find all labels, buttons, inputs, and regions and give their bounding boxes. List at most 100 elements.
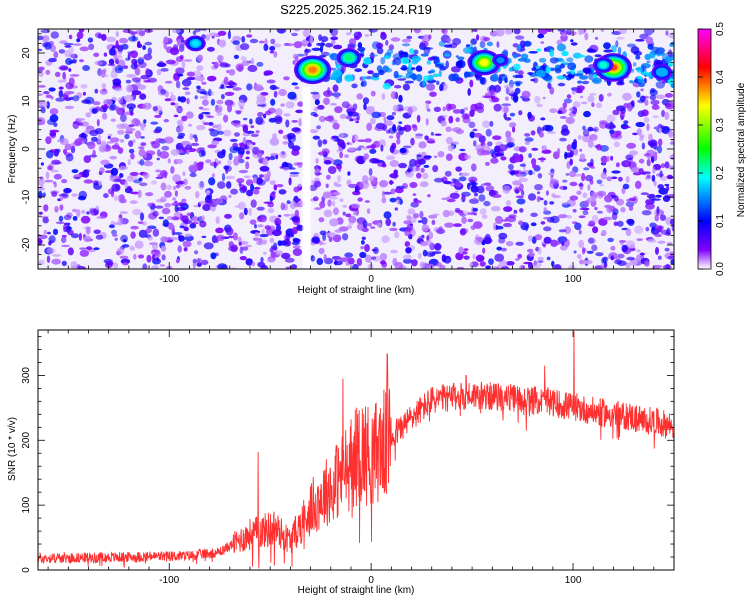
heatmap-cell <box>414 135 423 139</box>
heatmap-cell <box>38 35 44 41</box>
heatmap-cell <box>423 155 432 159</box>
heatmap-cell <box>562 102 568 109</box>
heatmap-cell <box>106 36 116 43</box>
heatmap-cell <box>407 208 416 215</box>
heatmap-cell <box>166 184 172 191</box>
heatmap-cell <box>51 258 61 265</box>
heatmap-cell <box>163 119 169 123</box>
heatmap-cell <box>331 200 336 207</box>
heatmap-cell <box>332 191 341 196</box>
heatmap-cell <box>115 58 119 65</box>
heatmap-cell <box>657 240 666 244</box>
heatmap-cell <box>503 222 512 228</box>
heatmap-cell <box>540 117 546 121</box>
heatmap-cell <box>80 84 88 89</box>
heatmap-cell <box>96 119 100 127</box>
heatmap-cell <box>98 180 103 186</box>
heatmap-cell <box>125 79 132 84</box>
colorbar-tick-label: 0.3 <box>715 118 726 132</box>
heatmap-cell <box>326 174 331 180</box>
heatmap-cell <box>272 43 282 48</box>
heatmap-cell <box>179 225 185 229</box>
heatmap-cell <box>654 214 659 222</box>
heatmap-cell <box>476 236 484 243</box>
heatmap-cell <box>528 153 532 159</box>
heatmap-cell <box>332 84 339 93</box>
heatmap-cell <box>399 147 407 154</box>
heatmap-cell <box>113 195 120 202</box>
heatmap-cell <box>202 99 209 106</box>
heatmap-cell <box>273 90 278 98</box>
heatmap-cell <box>276 184 284 188</box>
heatmap-cell <box>505 241 514 247</box>
heatmap-cell <box>513 29 521 35</box>
heatmap-cell <box>137 84 147 90</box>
heatmap-cell <box>479 261 486 267</box>
heatmap-cell <box>245 258 253 266</box>
heatmap-cell <box>354 35 360 41</box>
heatmap-cell <box>114 142 119 147</box>
heatmap-cell <box>571 106 578 115</box>
heatmap-cell <box>366 145 376 149</box>
heatmap-cell <box>513 209 518 214</box>
heatmap-cell <box>165 59 176 65</box>
heatmap-cell <box>330 29 339 37</box>
y-tick-label: -10 <box>21 189 32 204</box>
heatmap-cell <box>453 223 462 228</box>
heatmap-cell <box>447 103 457 110</box>
heatmap-cell <box>88 43 95 51</box>
heatmap-cell <box>390 188 396 195</box>
heatmap-cell <box>325 183 329 188</box>
heatmap-cell <box>517 70 524 76</box>
heatmap-cell <box>72 121 80 129</box>
heatmap-cell <box>255 116 264 125</box>
colorbar-ticks: 0.00.10.20.30.40.5 <box>698 22 726 276</box>
heatmap-cell <box>228 152 233 161</box>
heatmap-cell <box>433 106 441 113</box>
heatmap-cell <box>81 209 86 214</box>
heatmap-cell <box>655 94 666 100</box>
heatmap-cell <box>629 150 638 156</box>
heatmap-cell <box>610 255 614 261</box>
heatmap-cell <box>312 135 320 140</box>
heatmap-cell <box>394 261 404 269</box>
heatmap-cell <box>601 158 606 166</box>
heatmap-cell <box>615 40 619 48</box>
heatmap-cell <box>256 61 264 67</box>
heatmap-cell <box>302 29 311 38</box>
heatmap-cell <box>505 261 515 266</box>
heatmap-cell <box>79 247 87 250</box>
heatmap-band-cell <box>536 48 542 52</box>
heatmap-cell <box>323 160 332 165</box>
heatmap-cell <box>479 208 487 215</box>
heatmap-cell <box>428 231 434 240</box>
heatmap-cell <box>114 65 124 74</box>
colorbar-tick-label: 0.0 <box>715 262 726 276</box>
heatmap-cell <box>496 246 503 251</box>
heatmap-cell <box>468 181 478 186</box>
heatmap-cell <box>296 224 302 230</box>
heatmap-cell <box>530 130 536 136</box>
spectrogram-gap-stripe <box>302 86 311 269</box>
heatmap-cell <box>587 223 595 227</box>
heatmap-cell <box>205 34 211 41</box>
heatmap-cell <box>583 260 593 265</box>
heatmap-cell <box>414 159 422 168</box>
heatmap-cell <box>94 88 99 94</box>
heatmap-cell <box>460 172 470 177</box>
heatmap-cell <box>639 134 645 139</box>
heatmap-cell <box>291 145 301 151</box>
heatmap-cell <box>531 147 539 151</box>
heatmap-cell <box>126 103 136 110</box>
heatmap-cell <box>351 203 361 209</box>
heatmap-cell <box>211 140 219 146</box>
heatmap-cell <box>458 246 464 255</box>
heatmap-cell <box>652 265 663 268</box>
heatmap-cell <box>352 134 359 142</box>
heatmap-cell <box>93 52 100 57</box>
heatmap-cell <box>572 208 577 213</box>
heatmap-cell <box>581 247 586 255</box>
heatmap-cell <box>274 116 283 125</box>
heatmap-cell <box>383 211 392 219</box>
